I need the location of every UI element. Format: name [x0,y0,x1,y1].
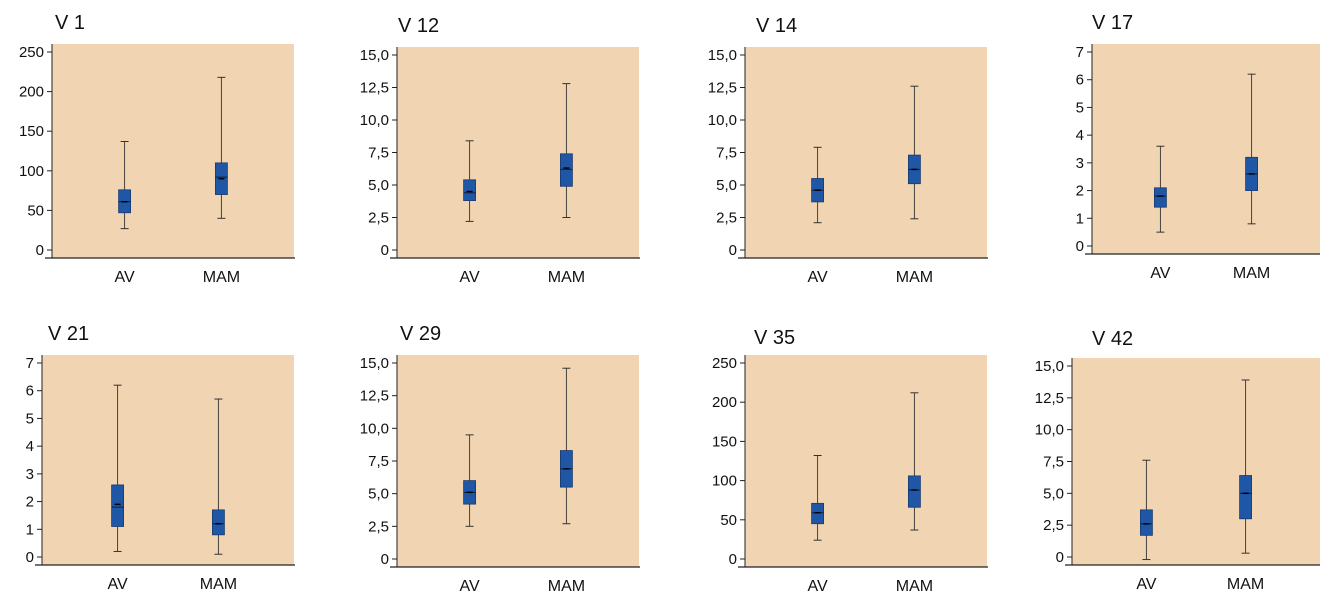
y-tick-label: 15,0 [360,355,389,372]
y-tick-label: 3 [26,466,34,483]
iqr-box [1140,509,1153,536]
plot-area [397,47,639,258]
x-category-label: MAM [548,578,585,592]
y-tick-label: 0 [729,551,737,568]
y-tick-label: 2,5 [716,210,737,227]
chart-title: V 14 [756,15,797,37]
y-tick-label: 15,0 [1035,358,1064,375]
y-tick-label: 10,0 [360,420,389,437]
x-category-label: AV [460,578,480,592]
x-category-label: AV [115,269,135,286]
y-tick-label: 7 [26,355,34,372]
y-tick-label: 15,0 [708,47,737,64]
y-tick-label: 10,0 [708,112,737,129]
y-tick-label: 100 [712,473,737,490]
y-tick-label: 2,5 [1043,517,1064,534]
y-tick-label: 6 [26,383,34,400]
x-category-label: MAM [896,578,933,592]
y-tick-label: 2 [26,494,34,511]
y-tick-label: 0 [26,549,34,566]
chart-title: V 1 [55,12,85,34]
y-tick-label: 0 [381,551,389,568]
y-tick-label: 12,5 [360,388,389,405]
y-tick-label: 0 [36,242,44,259]
y-tick-label: 4 [1076,127,1084,144]
y-tick-label: 50 [27,202,44,219]
y-tick-label: 12,5 [1035,390,1064,407]
plot-area [42,355,294,565]
chart-title: V 29 [400,323,441,345]
y-tick-label: 10,0 [360,112,389,129]
x-category-label: MAM [1227,576,1264,592]
x-category-label: MAM [548,269,585,286]
y-tick-label: 6 [1076,72,1084,89]
y-tick-label: 7,5 [716,145,737,162]
y-tick-label: 7 [1076,44,1084,61]
x-category-label: MAM [203,269,240,286]
y-tick-label: 15,0 [360,47,389,64]
x-category-label: MAM [896,269,933,286]
y-tick-label: 12,5 [360,80,389,97]
y-tick-label: 2,5 [368,518,389,535]
y-tick-label: 2,5 [368,210,389,227]
y-tick-label: 150 [19,123,44,140]
plot-area [745,47,987,258]
y-tick-label: 0 [1056,549,1064,566]
y-tick-label: 0 [381,242,389,259]
x-category-label: MAM [200,576,237,592]
iqr-box [111,484,124,527]
chart-title: V 17 [1092,12,1133,34]
plot-area [1072,358,1320,565]
y-tick-label: 200 [19,84,44,101]
x-category-label: AV [808,269,828,286]
y-tick-label: 1 [26,521,34,538]
y-tick-label: 0 [729,242,737,259]
iqr-box [811,502,824,525]
y-tick-label: 0 [1076,238,1084,255]
plot-area [745,355,987,567]
chart-title: V 12 [398,15,439,37]
x-category-label: MAM [1233,265,1270,282]
y-tick-label: 7,5 [368,145,389,162]
y-tick-label: 100 [19,163,44,180]
x-category-label: AV [808,578,828,592]
iqr-box [560,153,573,187]
y-tick-label: 200 [712,394,737,411]
y-tick-label: 3 [1076,155,1084,172]
y-tick-label: 4 [26,438,34,455]
x-category-label: AV [460,269,480,286]
y-tick-label: 5,0 [368,177,389,194]
y-tick-label: 5 [1076,99,1084,116]
x-category-label: AV [1150,265,1170,282]
y-tick-label: 150 [712,433,737,450]
y-tick-label: 10,0 [1035,422,1064,439]
x-category-label: AV [1136,576,1156,592]
y-tick-label: 5,0 [1043,485,1064,502]
plot-area [52,44,294,258]
chart-title: V 21 [48,323,89,345]
y-tick-label: 12,5 [708,80,737,97]
plot-area [397,355,639,567]
iqr-box [463,179,477,202]
y-tick-label: 5,0 [716,177,737,194]
y-tick-label: 7,5 [368,453,389,470]
plot-area [1092,44,1320,254]
y-tick-label: 2 [1076,183,1084,200]
y-tick-label: 7,5 [1043,454,1064,471]
x-category-label: AV [108,576,128,592]
iqr-box [908,475,921,508]
iqr-box [1154,187,1167,208]
y-tick-label: 1 [1076,210,1084,227]
chart-title: V 35 [754,327,795,349]
chart-title: V 42 [1092,328,1133,350]
y-tick-label: 50 [720,512,737,529]
y-tick-label: 5 [26,410,34,427]
y-tick-label: 5,0 [368,486,389,503]
y-tick-label: 250 [19,44,44,61]
iqr-box [1239,475,1252,520]
y-tick-label: 250 [712,355,737,372]
iqr-box [211,509,225,536]
